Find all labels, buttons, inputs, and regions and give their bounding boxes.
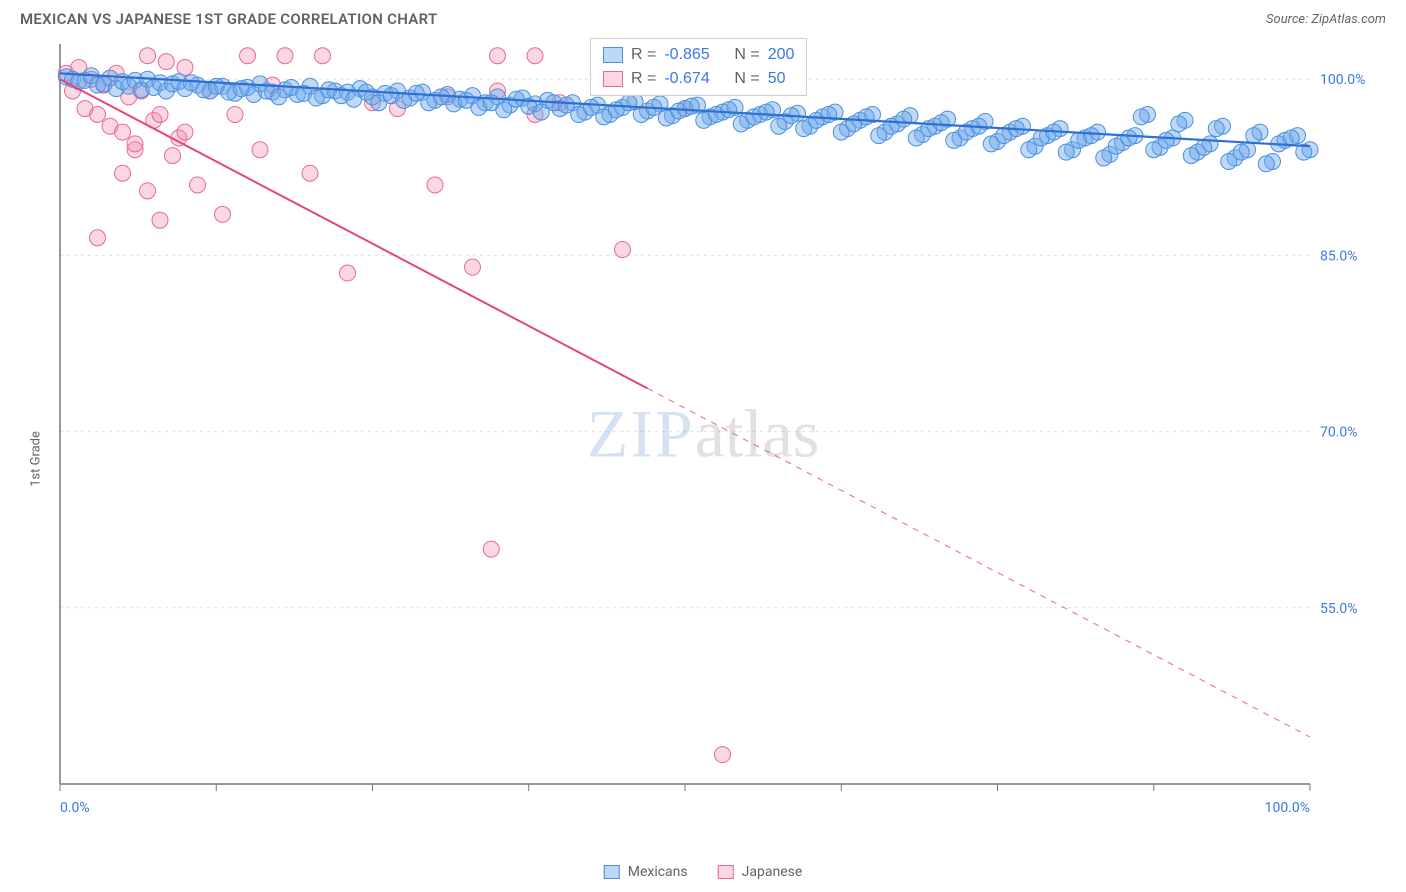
scatter-point — [1083, 128, 1099, 144]
scatter-point — [1196, 139, 1212, 155]
scatter-point — [483, 541, 499, 557]
x-tick-label: 100.0% — [1265, 800, 1310, 816]
scatter-point — [190, 177, 206, 193]
legend-swatch — [604, 865, 620, 879]
scatter-point — [721, 102, 737, 118]
scatter-point — [715, 747, 731, 763]
scatter-point — [252, 142, 268, 158]
x-tick-label: 0.0% — [60, 800, 90, 816]
scatter-point — [340, 265, 356, 281]
legend-n-value: 200 — [768, 43, 795, 67]
scatter-point — [496, 102, 512, 118]
scatter-point — [1096, 150, 1112, 166]
chart-area: 1st Grade 55.0% 70.0% 85.0% 100.0% 0.0% 100.0… — [0, 34, 1406, 884]
scatter-point — [115, 124, 131, 140]
legend-n-label: N = — [734, 43, 759, 67]
legend-n-value: 50 — [768, 67, 786, 91]
scatter-point — [1208, 121, 1224, 137]
scatter-point — [858, 109, 874, 125]
scatter-point — [302, 165, 318, 181]
legend-item: Japanese — [718, 864, 803, 880]
legend-swatch — [603, 47, 623, 63]
scatter-point — [215, 206, 231, 222]
scatter-point — [277, 48, 293, 64]
trend-line — [60, 79, 648, 388]
scatter-point — [177, 59, 193, 75]
scatter-point — [427, 177, 443, 193]
scatter-point — [1233, 144, 1249, 160]
legend-r-value: -0.674 — [664, 67, 726, 91]
scatter-point — [771, 118, 787, 134]
legend-r-label: R = — [631, 67, 656, 91]
legend-r-label: R = — [631, 43, 656, 67]
stats-legend: R = -0.865 N = 200 R = -0.674 N = 50 — [590, 38, 807, 96]
scatter-point — [1283, 130, 1299, 146]
scatter-point — [1171, 116, 1187, 132]
y-axis-label: 1st Grade — [28, 431, 43, 487]
legend-n-label: N = — [734, 67, 759, 91]
stats-legend-row: R = -0.674 N = 50 — [603, 67, 794, 91]
scatter-point — [140, 183, 156, 199]
scatter-point — [1258, 156, 1274, 172]
scatter-point — [490, 48, 506, 64]
scatter-point — [1021, 142, 1037, 158]
scatter-point — [933, 115, 949, 131]
chart-header: MEXICAN VS JAPANESE 1ST GRADE CORRELATIO… — [0, 0, 1406, 34]
scatter-point — [90, 230, 106, 246]
stats-legend-row: R = -0.865 N = 200 — [603, 43, 794, 67]
scatter-point — [1121, 130, 1137, 146]
y-tick-label: 100.0% — [1320, 72, 1365, 88]
y-tick-label: 70.0% — [1320, 425, 1358, 441]
scatter-point — [821, 106, 837, 122]
legend-item: Mexicans — [604, 864, 688, 880]
y-tick-label: 85.0% — [1320, 248, 1358, 264]
scatter-point — [127, 136, 143, 152]
legend-swatch — [718, 865, 734, 879]
scatter-point — [90, 106, 106, 122]
scatter-point — [158, 54, 174, 70]
scatter-plot: 55.0% 70.0% 85.0% 100.0% 0.0% 100.0% — [50, 34, 1390, 834]
scatter-point — [896, 111, 912, 127]
legend-r-value: -0.865 — [664, 43, 726, 67]
scatter-point — [1133, 109, 1149, 125]
scatter-point — [115, 165, 131, 181]
chart-title: MEXICAN VS JAPANESE 1ST GRADE CORRELATIO… — [20, 10, 438, 28]
legend-label: Japanese — [742, 864, 803, 880]
scatter-point — [315, 48, 331, 64]
scatter-point — [1246, 128, 1262, 144]
scatter-point — [165, 148, 181, 164]
scatter-point — [140, 48, 156, 64]
scatter-point — [227, 106, 243, 122]
legend-swatch — [603, 71, 623, 87]
scatter-point — [240, 48, 256, 64]
scatter-point — [152, 106, 168, 122]
trend-line-dashed — [648, 388, 1311, 737]
scatter-point — [465, 259, 481, 275]
scatter-point — [152, 212, 168, 228]
chart-source: Source: ZipAtlas.com — [1266, 12, 1386, 27]
scatter-point — [527, 48, 543, 64]
scatter-point — [1058, 144, 1074, 160]
scatter-point — [1158, 132, 1174, 148]
scatter-point — [683, 98, 699, 114]
y-tick-label: 55.0% — [1320, 601, 1358, 617]
series-legend: Mexicans Japanese — [604, 864, 803, 880]
scatter-point — [177, 124, 193, 140]
scatter-point — [615, 242, 631, 258]
legend-label: Mexicans — [628, 864, 688, 880]
scatter-point — [758, 104, 774, 120]
scatter-point — [621, 95, 637, 111]
